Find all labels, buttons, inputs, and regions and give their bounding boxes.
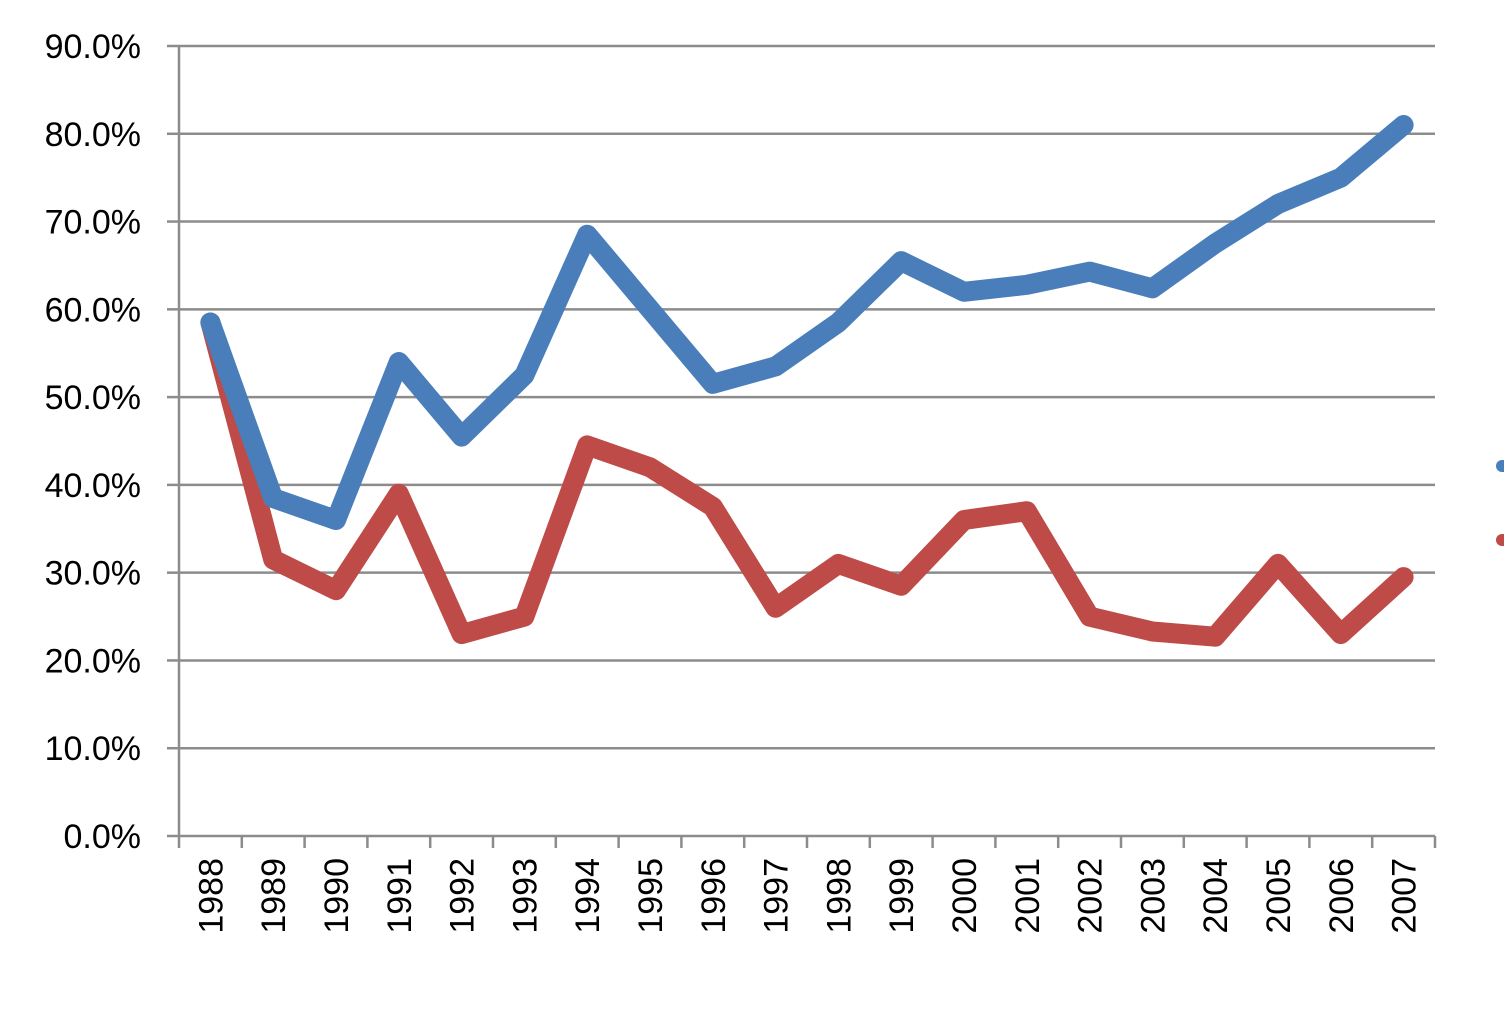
x-tick-label: 1995 (632, 858, 670, 934)
x-tick-label: 1990 (318, 858, 356, 934)
x-tick-label: 1999 (883, 858, 921, 934)
y-axis-tick-labels: 0.0% 10.0% 20.0% 30.0% 40.0% 50.0% 60.0% 70.0% 8… (45, 28, 141, 856)
series-line-2 (200, 312, 1414, 647)
x-tick-label: 2003 (1134, 858, 1172, 934)
y-tick-label: 40.0% (45, 467, 141, 505)
x-tick-label: 1989 (255, 858, 293, 934)
x-tick-label: 1996 (695, 858, 733, 934)
axes (167, 44, 1437, 848)
x-tick-label: 1991 (381, 858, 419, 934)
y-tick-label: 90.0% (45, 28, 141, 66)
x-tick-label: 2005 (1260, 858, 1298, 934)
x-tick-label: 2006 (1323, 858, 1361, 934)
y-tick-label: 60.0% (45, 291, 141, 329)
x-tick-label: 1997 (758, 858, 796, 934)
x-tick-label: 2002 (1072, 858, 1110, 934)
x-tick-label: 2004 (1197, 858, 1235, 934)
y-tick-label: 30.0% (45, 555, 141, 593)
y-tick-label: 70.0% (45, 204, 141, 242)
y-tick-label: 50.0% (45, 379, 141, 417)
series-line-1 (200, 115, 1414, 530)
y-tick-label: 20.0% (45, 642, 141, 680)
x-tick-label: 1994 (569, 858, 607, 934)
x-tick-label: 2007 (1386, 858, 1424, 934)
x-tick-label: 1988 (192, 858, 230, 934)
x-tick-label: 2001 (1009, 858, 1047, 934)
x-tick-label: 1992 (444, 858, 482, 934)
series-lines (200, 115, 1414, 647)
x-tick-label: 1993 (506, 858, 544, 934)
y-tick-label: 80.0% (45, 116, 141, 154)
gridlines (179, 44, 1435, 750)
x-axis-tick-labels: 1988 1989 1990 1991 1992 1993 1994 1995 1996 1997… (192, 858, 1423, 934)
y-tick-label: 0.0% (64, 818, 142, 856)
x-tick-label: 2000 (946, 858, 984, 934)
y-tick-label: 10.0% (45, 730, 141, 768)
x-tick-label: 1998 (820, 858, 858, 934)
